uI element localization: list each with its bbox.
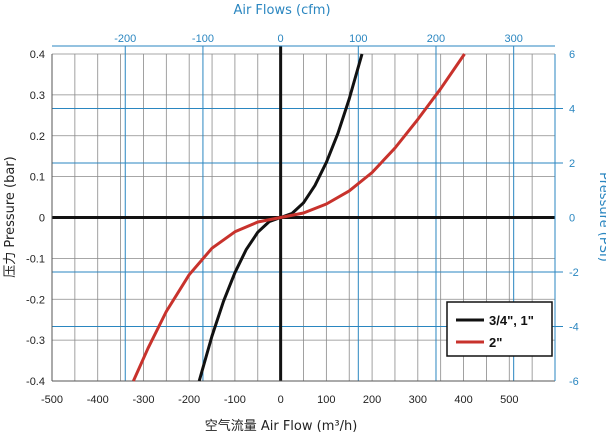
y2-tick-label: -4 [569, 322, 579, 334]
x2-axis-title: Air Flows (cfm) [233, 3, 330, 18]
y2-axis-title: Pressure (PSI) [596, 172, 606, 262]
y2-tick-label: 2 [569, 158, 575, 170]
x-tick-label: -200 [178, 394, 200, 406]
x-tick-label: 400 [454, 394, 472, 406]
x-tick-label: -400 [87, 394, 109, 406]
x-tick-label: -100 [224, 394, 246, 406]
x2-tick-label: 0 [278, 33, 284, 45]
x2-tick-label: 100 [349, 33, 367, 45]
y-tick-label: -0.2 [26, 294, 45, 306]
x-axis-title: 空气流量 Air Flow (m³/h) [205, 418, 358, 434]
y-tick-label: 0.1 [30, 172, 45, 184]
legend-label-series-2: 2" [489, 335, 502, 350]
y2-tick-label: 4 [569, 104, 575, 116]
y-tick-label: 0 [39, 213, 45, 225]
y-tick-label: 0.3 [30, 90, 45, 102]
x2-tick-label: -200 [114, 33, 136, 45]
x-tick-label: -500 [41, 394, 63, 406]
series-line-2 [132, 53, 466, 382]
x2-tick-label: -100 [192, 33, 214, 45]
x-tick-label: 0 [278, 394, 284, 406]
y2-tick-label: -2 [569, 267, 579, 279]
y-axis-title: 压力 Pressure (bar) [3, 156, 18, 277]
x-tick-label: -300 [132, 394, 154, 406]
y2-tick-label: -6 [569, 376, 579, 388]
legend-box [446, 301, 553, 357]
y-tick-label: -0.3 [26, 335, 45, 347]
x-tick-label: 500 [500, 394, 518, 406]
y-tick-label: -0.1 [26, 253, 45, 265]
x-tick-label: 200 [363, 394, 381, 406]
y-tick-label: 0.4 [30, 49, 45, 61]
x2-tick-label: 200 [427, 33, 445, 45]
y2-tick-label: 0 [569, 213, 575, 225]
legend: 3/4", 1" 2" [446, 301, 553, 357]
y2-tick-label: 6 [569, 49, 575, 61]
x-tick-label: 100 [317, 394, 335, 406]
y-tick-label: -0.4 [26, 376, 45, 388]
y-tick-label: 0.2 [30, 131, 45, 143]
legend-label-series-1: 3/4", 1" [489, 313, 534, 328]
x2-tick-label: 300 [504, 33, 522, 45]
x-tick-label: 300 [409, 394, 427, 406]
